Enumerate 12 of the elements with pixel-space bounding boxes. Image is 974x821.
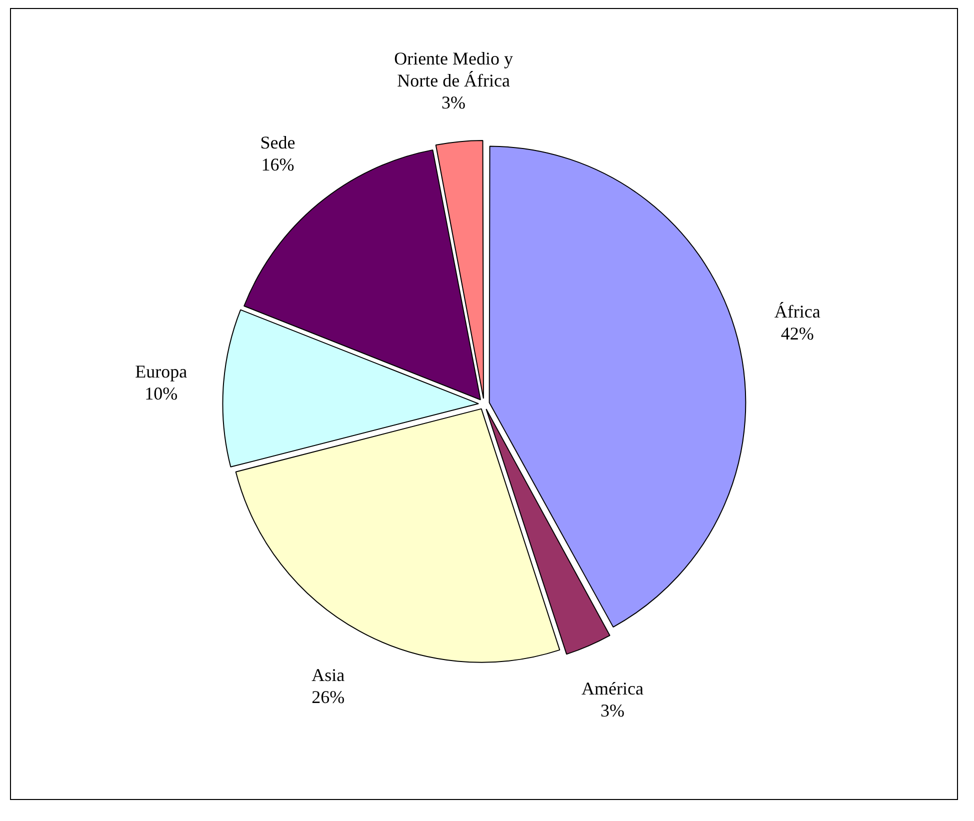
data-label: 16% [261, 154, 294, 174]
data-label: 10% [144, 383, 178, 404]
data-label: 26% [312, 687, 345, 708]
data-label: 3% [442, 92, 466, 113]
slice-label: Sede [260, 132, 296, 152]
slice-label: Asia [312, 665, 345, 686]
data-label: 42% [780, 323, 814, 344]
data-label: 3% [600, 700, 624, 721]
slice-label: Europa [135, 361, 188, 382]
slice-label: América [581, 678, 644, 699]
slice-label: Oriente Medio y Norte de África [394, 48, 514, 91]
slice-label: África [774, 301, 820, 322]
